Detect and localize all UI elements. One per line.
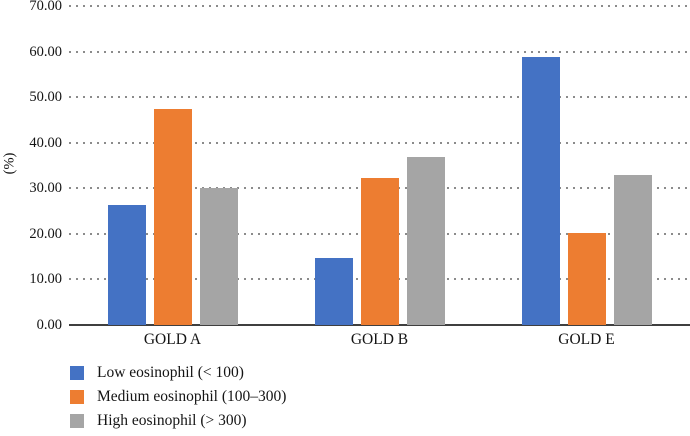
- legend-label: Low eosinophil (< 100): [97, 364, 244, 381]
- bar: [360, 177, 399, 325]
- gridline: [69, 5, 690, 7]
- y-tick-label: 10.00: [29, 271, 62, 288]
- gridline: [69, 96, 690, 99]
- y-tick-label: 60.00: [29, 43, 62, 60]
- y-tick-label: 50.00: [29, 89, 62, 106]
- y-tick-label: 40.00: [29, 134, 62, 151]
- gridline: [69, 141, 690, 144]
- legend-swatch: [70, 366, 84, 380]
- x-category-label: GOLD B: [350, 331, 409, 348]
- x-axis-line: [69, 324, 690, 326]
- legend-swatch: [70, 390, 84, 404]
- legend-swatch: [70, 414, 84, 428]
- x-category-label: GOLD E: [558, 331, 615, 348]
- y-tick-label: 30.00: [29, 180, 62, 197]
- bar: [107, 204, 146, 325]
- bar: [521, 57, 560, 325]
- bar: [314, 258, 353, 325]
- legend-item: Medium eosinophil (100–300): [70, 389, 286, 405]
- x-category-label: GOLD A: [143, 331, 202, 348]
- y-tick-label: 70.00: [29, 0, 62, 14]
- legend-label: High eosinophil (> 300): [97, 412, 247, 429]
- legend-label: Medium eosinophil (100–300): [97, 388, 287, 405]
- y-tick-label: 20.00: [29, 225, 62, 242]
- bar: [153, 108, 192, 325]
- legend-item: High eosinophil (> 300): [70, 413, 286, 429]
- y-tick-label: 0.00: [36, 317, 62, 333]
- bar: [406, 156, 445, 325]
- legend-item: Low eosinophil (< 100): [70, 365, 286, 381]
- bar: [199, 187, 238, 325]
- bar: [613, 174, 652, 325]
- bar: [567, 232, 606, 325]
- legend: Low eosinophil (< 100) Medium eosinophil …: [70, 365, 286, 429]
- gridline: [69, 50, 690, 53]
